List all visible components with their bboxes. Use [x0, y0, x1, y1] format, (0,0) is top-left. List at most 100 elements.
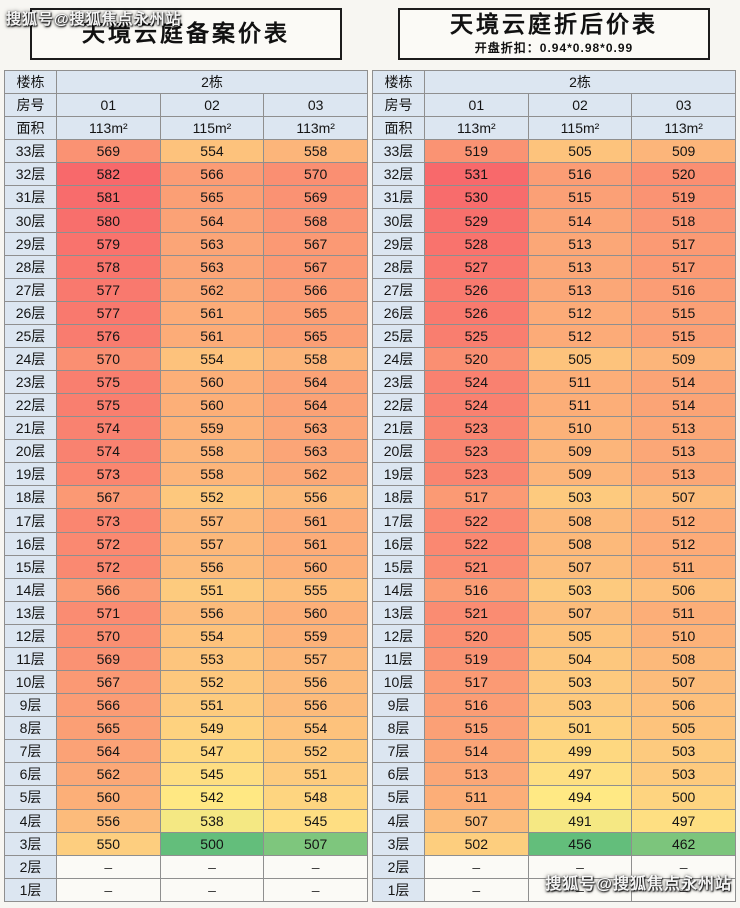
price-cell-empty: –: [527, 854, 633, 879]
building-label: 楼栋: [372, 69, 425, 95]
price-cell: 514: [631, 370, 736, 395]
filing-table: 楼栋 2栋 房号 01 02 03 面积 113m² 115m² 113m² 33层 569 554 55…: [4, 69, 368, 903]
price-cell: 563: [263, 416, 368, 441]
price-cell: 570: [263, 162, 368, 187]
floor-row: 31层 530 515 519: [372, 185, 736, 210]
floor-label: 27层: [372, 277, 425, 302]
price-cell: 503: [527, 485, 633, 510]
price-cell: 573: [56, 508, 161, 533]
price-cell: 582: [56, 162, 161, 187]
price-cell: 511: [527, 370, 633, 395]
floor-label: 13层: [372, 600, 425, 625]
price-cell: 503: [527, 693, 633, 718]
price-cell: 517: [631, 254, 736, 279]
floor-label: 4层: [372, 808, 425, 833]
floor-label: 15层: [372, 554, 425, 579]
floor-label: 8层: [4, 716, 57, 741]
price-cell: 491: [527, 808, 633, 833]
filing-table-title: 天境云庭备案价表: [82, 20, 290, 47]
price-cell: 575: [56, 393, 161, 418]
price-cell: 512: [527, 323, 633, 348]
price-cell: 545: [159, 762, 265, 787]
room-row: 房号 01 02 03: [4, 93, 368, 118]
room-number-header: 02: [159, 93, 265, 118]
room-number-header: 01: [56, 93, 161, 118]
area-label: 面积: [4, 116, 57, 141]
room-number-header: 03: [631, 93, 736, 118]
floor-row: 6层 513 497 503: [372, 762, 736, 787]
floor-label: 23层: [4, 370, 57, 395]
discounted-price-table: 天境云庭折后价表 开盘折扣：0.94*0.98*0.99 楼栋 2栋 房号 01 02 0…: [372, 8, 736, 903]
floor-label: 1层: [4, 877, 57, 903]
price-cell: 563: [159, 231, 265, 256]
floor-label: 12层: [4, 623, 57, 648]
price-cell-empty: –: [56, 854, 161, 879]
price-cell: 559: [263, 623, 368, 648]
floor-row: 18层 517 503 507: [372, 485, 736, 510]
floor-label: 4层: [4, 808, 57, 833]
price-cell: 514: [424, 739, 529, 764]
price-cell: 504: [527, 646, 633, 672]
price-cell: 510: [527, 416, 633, 441]
floor-label: 25层: [4, 323, 57, 348]
floor-label: 10层: [372, 670, 425, 695]
floor-label: 17层: [4, 508, 57, 533]
price-cell: 549: [159, 716, 265, 741]
floor-row: 20层 523 509 513: [372, 439, 736, 464]
price-cell: 517: [424, 485, 529, 510]
floor-row: 7层 514 499 503: [372, 739, 736, 764]
price-cell: 563: [263, 439, 368, 464]
discounted-table-title: 天境云庭折后价表: [450, 10, 658, 37]
price-cell: 560: [263, 600, 368, 625]
floor-row: 33层 569 554 558: [4, 139, 368, 164]
floor-label: 24层: [4, 346, 57, 372]
price-cell: 559: [159, 416, 265, 441]
price-cell: 565: [263, 300, 368, 325]
floor-label: 2层: [372, 854, 425, 879]
price-cell: 542: [159, 785, 265, 810]
price-cell: 517: [631, 231, 736, 256]
floor-label: 1层: [372, 877, 425, 903]
floor-label: 18层: [372, 485, 425, 510]
floor-label: 30层: [4, 208, 57, 233]
floor-row: 33层 519 505 509: [372, 139, 736, 164]
floor-label: 17层: [372, 508, 425, 533]
filing-table-title-box: 天境云庭备案价表: [30, 8, 342, 60]
floor-row: 28层 527 513 517: [372, 254, 736, 279]
price-cell-empty: –: [263, 854, 368, 879]
area-value: 115m²: [159, 116, 265, 141]
price-cell: 538: [159, 808, 265, 833]
floor-row: 15层 521 507 511: [372, 554, 736, 579]
area-value: 115m²: [527, 116, 633, 141]
floor-row: 24层 570 554 558: [4, 346, 368, 372]
floor-row: 3层 550 500 507: [4, 831, 368, 856]
price-cell: 561: [263, 508, 368, 533]
floor-row: 17层 573 557 561: [4, 508, 368, 533]
price-cell: 524: [424, 393, 529, 418]
price-cell: 503: [527, 670, 633, 695]
price-cell: 551: [159, 693, 265, 718]
floor-row: 23层 575 560 564: [4, 370, 368, 395]
floor-row: 15层 572 556 560: [4, 554, 368, 579]
price-cell: 570: [56, 346, 161, 372]
price-cell-empty: –: [631, 877, 736, 903]
price-cell: 515: [631, 300, 736, 325]
price-cell: 577: [56, 300, 161, 325]
price-cell: 528: [424, 231, 529, 256]
price-cell: 513: [631, 416, 736, 441]
price-cell: 509: [527, 439, 633, 464]
floor-label: 11层: [4, 646, 57, 672]
discounted-table-title-box: 天境云庭折后价表 开盘折扣：0.94*0.98*0.99: [398, 8, 710, 60]
price-cell: 569: [263, 185, 368, 210]
tables-container: 天境云庭备案价表 楼栋 2栋 房号 01 02 03 面积 113m² 115m² 113m² 33…: [4, 8, 736, 903]
floor-label: 12层: [372, 623, 425, 648]
price-cell: 566: [263, 277, 368, 302]
price-cell: 521: [424, 554, 529, 579]
floor-label: 32层: [372, 162, 425, 187]
price-cell: 558: [159, 439, 265, 464]
price-cell: 513: [424, 762, 529, 787]
floor-row: 11层 519 504 508: [372, 646, 736, 672]
floor-row: 20层 574 558 563: [4, 439, 368, 464]
price-cell: 561: [159, 300, 265, 325]
